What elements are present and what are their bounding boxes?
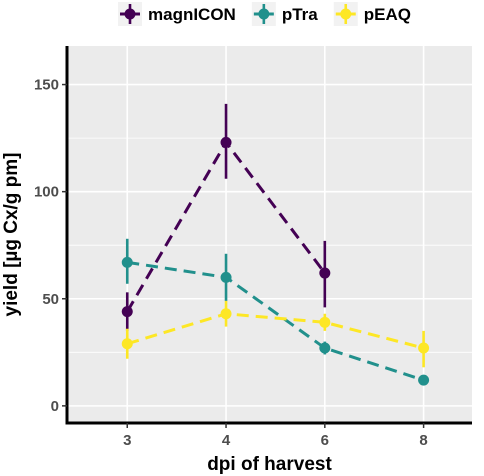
legend: magnICON pTra pEAQ: [118, 2, 411, 26]
legend-item-magnICON: magnICON: [118, 2, 236, 26]
data-point: [319, 342, 331, 354]
data-point: [220, 271, 232, 283]
y-axis-title: yield [µg Cx/g pm]: [1, 152, 22, 316]
data-point: [121, 306, 133, 318]
series-pTra: [121, 238, 430, 386]
y-tick-label: 100: [34, 184, 59, 201]
x-axis-title: dpi of harvest: [207, 454, 332, 475]
data-point: [220, 136, 232, 148]
x-tick-label: 8: [419, 432, 427, 449]
y-tick-label: 150: [34, 77, 59, 94]
y-tick-label: 0: [51, 398, 59, 415]
y-tick-label: 50: [42, 291, 59, 308]
plot-panel: [67, 46, 472, 423]
legend-key-point: [124, 8, 136, 20]
data-point: [220, 308, 232, 320]
legend-label: magnICON: [148, 5, 236, 24]
legend-label: pEAQ: [364, 5, 411, 24]
x-tick-label: 3: [123, 432, 131, 449]
data-point: [121, 338, 133, 350]
data-point: [319, 267, 331, 279]
data-point: [418, 342, 430, 354]
legend-key-point: [340, 8, 352, 20]
legend-key-point: [258, 8, 270, 20]
legend-item-pEAQ: pEAQ: [333, 2, 411, 26]
legend-item-pTra: pTra: [251, 2, 318, 26]
data-point: [319, 316, 331, 328]
series-pEAQ: [121, 300, 430, 368]
legend-label: pTra: [282, 5, 318, 24]
series-line: [126, 312, 424, 350]
ticks: 0 50 100 150 3 4 6 8: [34, 77, 428, 449]
data-point: [418, 374, 430, 386]
series-magnICON: [121, 103, 331, 331]
x-tick-label: 4: [222, 432, 231, 449]
x-tick-label: 6: [321, 432, 329, 449]
series-layer: [121, 103, 430, 386]
data-point: [121, 256, 133, 268]
series-line: [127, 260, 425, 382]
